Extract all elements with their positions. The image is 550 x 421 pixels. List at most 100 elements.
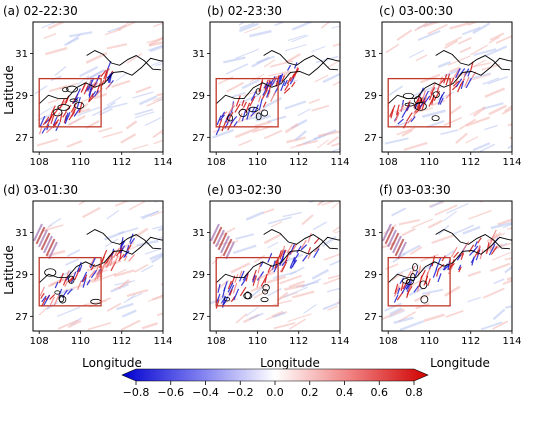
terrain-contour bbox=[38, 236, 163, 284]
field-streak bbox=[446, 202, 469, 214]
field-mark bbox=[302, 254, 308, 262]
analysis-box bbox=[215, 256, 279, 307]
panel-frame bbox=[381, 21, 513, 153]
field-mark bbox=[252, 275, 258, 286]
y-tick-label: 31 bbox=[364, 49, 377, 60]
field-streak bbox=[488, 36, 500, 44]
field-streak bbox=[294, 129, 307, 141]
field-streak bbox=[49, 278, 64, 287]
field-mark bbox=[441, 255, 446, 262]
field-streak bbox=[284, 283, 305, 291]
x-tick-label: 110 bbox=[248, 157, 267, 168]
colorbar-tick-label: −0.2 bbox=[227, 386, 254, 399]
field-mark bbox=[217, 284, 221, 293]
field-streak bbox=[256, 55, 275, 64]
field-streak bbox=[484, 124, 498, 131]
wave-mark bbox=[392, 235, 402, 254]
field-streak bbox=[68, 115, 86, 126]
field-mark bbox=[455, 68, 461, 79]
wave-mark bbox=[397, 241, 407, 260]
x-tick-label: 112 bbox=[289, 336, 308, 347]
field-streak bbox=[140, 264, 154, 273]
field-streak bbox=[144, 117, 161, 127]
field-streak bbox=[134, 108, 154, 116]
field-mark bbox=[291, 81, 296, 88]
field-mark bbox=[410, 265, 416, 277]
field-mark bbox=[289, 244, 295, 256]
field-streak bbox=[156, 312, 163, 317]
wave-mark bbox=[222, 238, 233, 257]
y-tick-label: 29 bbox=[192, 270, 205, 281]
field-mark bbox=[269, 76, 276, 85]
field-streak bbox=[253, 254, 266, 264]
field-mark bbox=[48, 113, 53, 121]
field-streak bbox=[219, 298, 238, 305]
x-tick-label: 110 bbox=[71, 336, 90, 347]
terrain-contour bbox=[44, 268, 57, 277]
field-mark bbox=[252, 274, 256, 283]
field-streak bbox=[134, 111, 155, 119]
field-streak bbox=[150, 210, 163, 218]
field-mark bbox=[119, 247, 123, 260]
y-tick-label: 31 bbox=[364, 228, 377, 239]
field-mark bbox=[229, 289, 233, 296]
field-mark bbox=[270, 91, 276, 102]
terrain-contour bbox=[215, 57, 340, 105]
field-mark bbox=[423, 275, 429, 286]
colorbar-tick-label: −0.6 bbox=[157, 386, 184, 399]
field-mark bbox=[429, 82, 437, 94]
field-streak bbox=[138, 95, 158, 106]
field-streak bbox=[468, 73, 491, 82]
field-mark bbox=[88, 256, 96, 268]
field-streak bbox=[149, 45, 163, 53]
panel-frame bbox=[209, 200, 341, 332]
field-streak bbox=[291, 22, 314, 31]
terrain-contour bbox=[431, 115, 440, 122]
field-mark bbox=[395, 104, 400, 116]
field-mark bbox=[54, 281, 59, 289]
field-mark bbox=[103, 68, 109, 80]
field-mark bbox=[241, 99, 245, 107]
field-mark bbox=[78, 101, 83, 113]
field-mark bbox=[281, 245, 286, 258]
wave-mark bbox=[215, 229, 225, 248]
field-mark bbox=[458, 266, 462, 273]
field-mark bbox=[124, 255, 128, 261]
field-streak bbox=[482, 77, 500, 85]
field-streak bbox=[399, 320, 424, 331]
field-streak bbox=[41, 22, 58, 29]
field-streak bbox=[132, 91, 154, 99]
y-tick-label: 27 bbox=[364, 133, 377, 144]
field-streak bbox=[157, 98, 163, 101]
terrain-contour bbox=[86, 50, 161, 71]
field-mark bbox=[225, 112, 232, 123]
wave-mark bbox=[38, 229, 48, 248]
wave-mark bbox=[389, 232, 400, 251]
field-streak bbox=[383, 224, 397, 235]
field-streak bbox=[235, 313, 248, 324]
field-mark bbox=[40, 292, 45, 299]
field-mark bbox=[128, 254, 136, 262]
field-streak bbox=[389, 307, 403, 316]
y-tick-label: 29 bbox=[364, 91, 377, 102]
field-mark bbox=[104, 70, 109, 83]
field-mark bbox=[456, 254, 462, 261]
field-streak bbox=[467, 22, 479, 26]
terrain-contour bbox=[255, 112, 262, 121]
field-streak bbox=[273, 322, 296, 330]
field-streak bbox=[114, 268, 127, 276]
field-streak bbox=[64, 36, 80, 47]
analysis-box bbox=[387, 256, 451, 307]
terrain-contour bbox=[215, 236, 340, 284]
field-streak bbox=[93, 92, 108, 100]
field-mark bbox=[60, 98, 68, 108]
x-tick-label: 114 bbox=[330, 157, 349, 168]
field-streak bbox=[69, 31, 93, 38]
field-streak bbox=[429, 201, 446, 209]
field-streak bbox=[469, 108, 482, 116]
terrain-contour bbox=[248, 106, 259, 113]
field-streak bbox=[287, 34, 307, 42]
field-mark bbox=[457, 83, 462, 93]
y-tick-label: 29 bbox=[15, 270, 28, 281]
